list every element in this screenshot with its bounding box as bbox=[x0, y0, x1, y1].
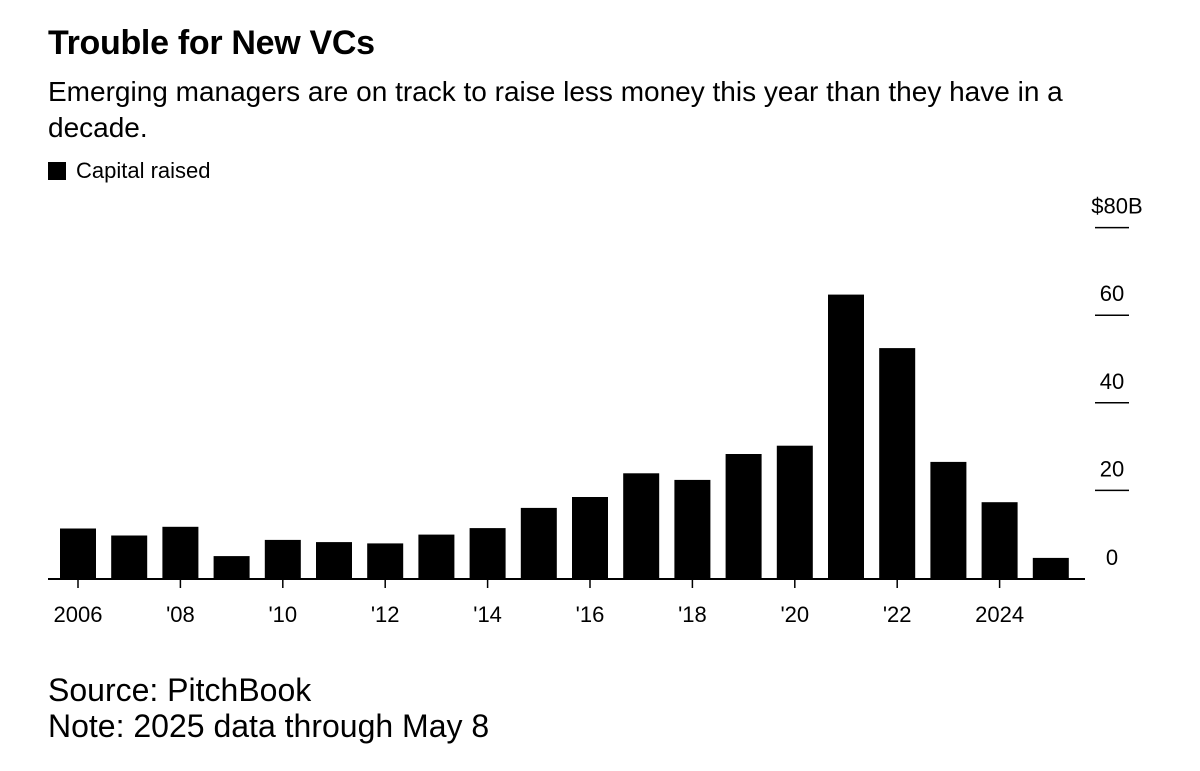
bar-2024 bbox=[981, 502, 1018, 578]
bar-2014 bbox=[469, 528, 506, 578]
bar-2018 bbox=[674, 479, 711, 578]
bar-2019 bbox=[725, 454, 762, 578]
x-tick-label-2016: '16 bbox=[576, 602, 605, 627]
bar-2013 bbox=[418, 534, 455, 578]
y-tick-label-80: $80B bbox=[1091, 194, 1142, 219]
chart-subtitle: Emerging managers are on track to raise … bbox=[48, 76, 1063, 143]
bar-2017 bbox=[623, 473, 660, 578]
legend: Capital raised bbox=[48, 158, 211, 184]
bar-2025 bbox=[1032, 557, 1069, 578]
note-text: Note: 2025 data through May 8 bbox=[48, 708, 490, 744]
bar-2015 bbox=[520, 507, 557, 578]
bar-2007 bbox=[111, 535, 148, 578]
y-tick-label-20: 20 bbox=[1100, 456, 1124, 481]
x-tick-label-2020: '20 bbox=[780, 602, 809, 627]
source-text: Source: PitchBook bbox=[48, 672, 312, 708]
bar-2011 bbox=[316, 542, 352, 578]
y-tick-label-0: 0 bbox=[1106, 545, 1118, 570]
legend-label: Capital raised bbox=[76, 158, 211, 183]
y-tick-label-40: 40 bbox=[1100, 369, 1124, 394]
bar-2009 bbox=[213, 556, 250, 578]
bar-2022 bbox=[879, 348, 916, 578]
chart-title: Trouble for New VCs bbox=[48, 24, 375, 62]
bar-2016 bbox=[572, 497, 608, 578]
bar-2012 bbox=[367, 543, 404, 578]
x-tick-label-2024: 2024 bbox=[975, 602, 1024, 627]
x-tick-label-2012: '12 bbox=[371, 602, 400, 627]
x-tick-label-2010: '10 bbox=[268, 602, 297, 627]
x-tick-label-2006: 2006 bbox=[54, 602, 103, 627]
x-tick-label-2014: '14 bbox=[473, 602, 502, 627]
bar-2023 bbox=[930, 461, 967, 578]
bar-2020 bbox=[776, 445, 813, 578]
x-tick-label-2022: '22 bbox=[883, 602, 912, 627]
legend-swatch bbox=[48, 162, 66, 180]
x-tick-label-2018: '18 bbox=[678, 602, 707, 627]
bar-2006 bbox=[60, 528, 96, 578]
bar-2010 bbox=[264, 539, 301, 578]
x-tick-label-2008: '08 bbox=[166, 602, 195, 627]
y-tick-label-60: 60 bbox=[1100, 281, 1124, 306]
bar-2021 bbox=[828, 294, 864, 578]
bar-2008 bbox=[162, 526, 199, 578]
